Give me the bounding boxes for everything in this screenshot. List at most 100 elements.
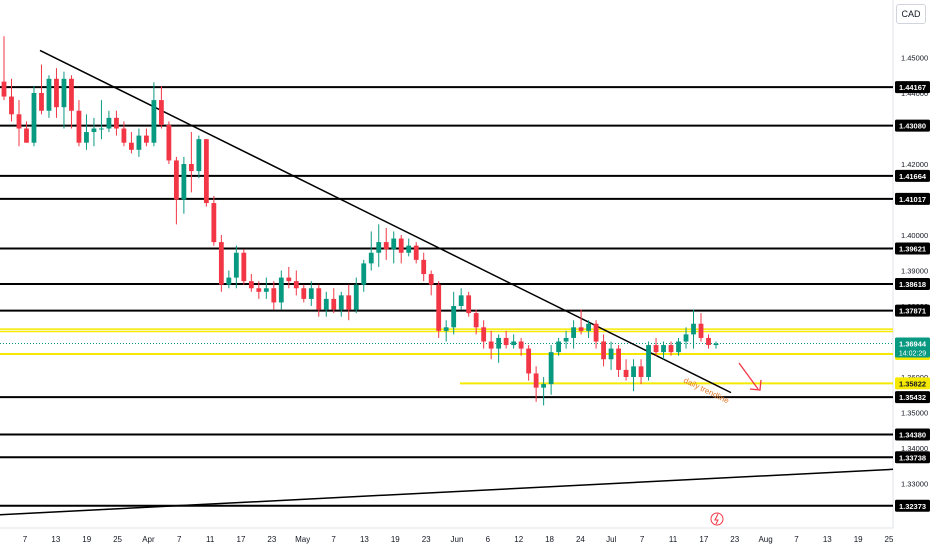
candle-body <box>466 295 472 314</box>
level-price-label-bg <box>895 499 930 512</box>
candle-body <box>278 277 284 303</box>
lightning-icon-glyph <box>714 513 719 525</box>
yellow-level-price-label: 1.35822 <box>899 379 926 388</box>
time-tick-label: Apr <box>142 535 155 544</box>
candle-body <box>548 352 554 385</box>
time-tick-label: 7 <box>177 535 182 544</box>
candle-body <box>638 366 644 377</box>
price-tick-label: 1.40000 <box>901 231 928 240</box>
candle-body <box>24 128 29 143</box>
level-price-label: 1.37871 <box>899 307 926 316</box>
candle-body <box>61 78 67 108</box>
candle-body <box>653 345 659 353</box>
candle-body <box>436 284 442 331</box>
level-price-label-bg <box>895 242 930 255</box>
candle-body <box>144 135 149 143</box>
time-tick-label: 11 <box>669 535 678 544</box>
candle-body <box>121 128 127 143</box>
time-tick-label: 23 <box>422 535 431 544</box>
candle-body <box>46 78 52 111</box>
candle-body <box>286 277 292 282</box>
time-tick-label: 24 <box>576 535 585 544</box>
candle-body <box>541 384 547 388</box>
candle-body <box>698 323 704 338</box>
time-tick-label: Jun <box>451 535 464 544</box>
candle-body <box>248 281 254 289</box>
time-tick-label: May <box>295 535 310 544</box>
candle-body <box>668 345 674 353</box>
time-tick-label: 19 <box>854 535 863 544</box>
candle-body <box>301 288 307 299</box>
bar-countdown-label: 14:02:29 <box>899 350 926 357</box>
price-tick-label: 1.35000 <box>901 409 928 418</box>
projection-arrow-head <box>749 379 762 391</box>
time-tick-label: 7 <box>794 535 799 544</box>
level-price-label-bg <box>895 304 930 317</box>
time-tick-label: 6 <box>486 535 491 544</box>
candle-body <box>601 341 606 360</box>
candle-body <box>76 110 82 143</box>
candle-body <box>114 117 119 129</box>
time-tick-label: 13 <box>360 535 369 544</box>
level-price-label-bg <box>895 169 930 182</box>
time-tick-label: 19 <box>82 535 91 544</box>
candle-body <box>353 284 359 310</box>
level-price-label: 1.33738 <box>899 453 926 462</box>
level-price-label: 1.34380 <box>899 431 926 440</box>
projection-arrow <box>738 362 759 390</box>
time-tick-label: 13 <box>823 535 832 544</box>
candle-body <box>16 114 22 129</box>
level-price-label-bg <box>895 81 930 94</box>
time-tick-label: Jul <box>606 535 616 544</box>
candle-body <box>39 93 44 111</box>
candle-body <box>646 345 651 377</box>
candle-body <box>631 366 636 377</box>
currency-badge[interactable]: CAD <box>896 4 926 24</box>
yellow-level-price-label-bg <box>895 377 930 390</box>
candle-body <box>556 341 562 353</box>
candle-body <box>361 263 367 285</box>
level-price-label: 1.32373 <box>899 502 926 511</box>
candle-body <box>99 128 104 130</box>
time-tick-label: 25 <box>113 535 122 544</box>
candle-body <box>706 337 711 346</box>
candle-body <box>173 160 179 200</box>
candle-body <box>623 369 629 377</box>
level-price-label-bg <box>895 192 930 205</box>
time-tick-label: 7 <box>331 535 336 544</box>
candle-body <box>443 327 449 331</box>
candle-body <box>578 327 584 331</box>
candle-body <box>241 252 247 282</box>
candle-body <box>211 203 217 243</box>
candle-body <box>691 323 696 335</box>
candle-body <box>496 337 502 349</box>
candle-body <box>226 277 232 285</box>
candle-body <box>84 132 89 143</box>
candle-body <box>676 341 681 353</box>
candle-body <box>406 245 412 253</box>
candle-body <box>511 341 517 346</box>
candle-body <box>593 323 599 342</box>
time-tick-label: 13 <box>51 535 60 544</box>
candle-body <box>9 96 14 115</box>
lightning-icon <box>710 512 724 526</box>
candle-body <box>203 139 209 204</box>
current-price-label: 1.36944 <box>899 339 927 348</box>
time-tick-label: 25 <box>885 535 894 544</box>
candle-body <box>421 259 427 275</box>
candle-body <box>233 252 239 278</box>
candle-body <box>488 341 494 349</box>
time-tick-label: 19 <box>391 535 400 544</box>
candle-body <box>586 323 591 331</box>
time-tick-label: 7 <box>640 535 645 544</box>
candle-body <box>256 288 262 292</box>
candle-body <box>383 242 389 250</box>
level-price-label: 1.41017 <box>899 195 926 204</box>
level-price-label-bg <box>895 119 930 132</box>
level-price-label-bg <box>895 428 930 441</box>
candle-body <box>428 274 434 285</box>
candle-body <box>563 337 569 342</box>
level-price-label: 1.44167 <box>899 83 926 92</box>
